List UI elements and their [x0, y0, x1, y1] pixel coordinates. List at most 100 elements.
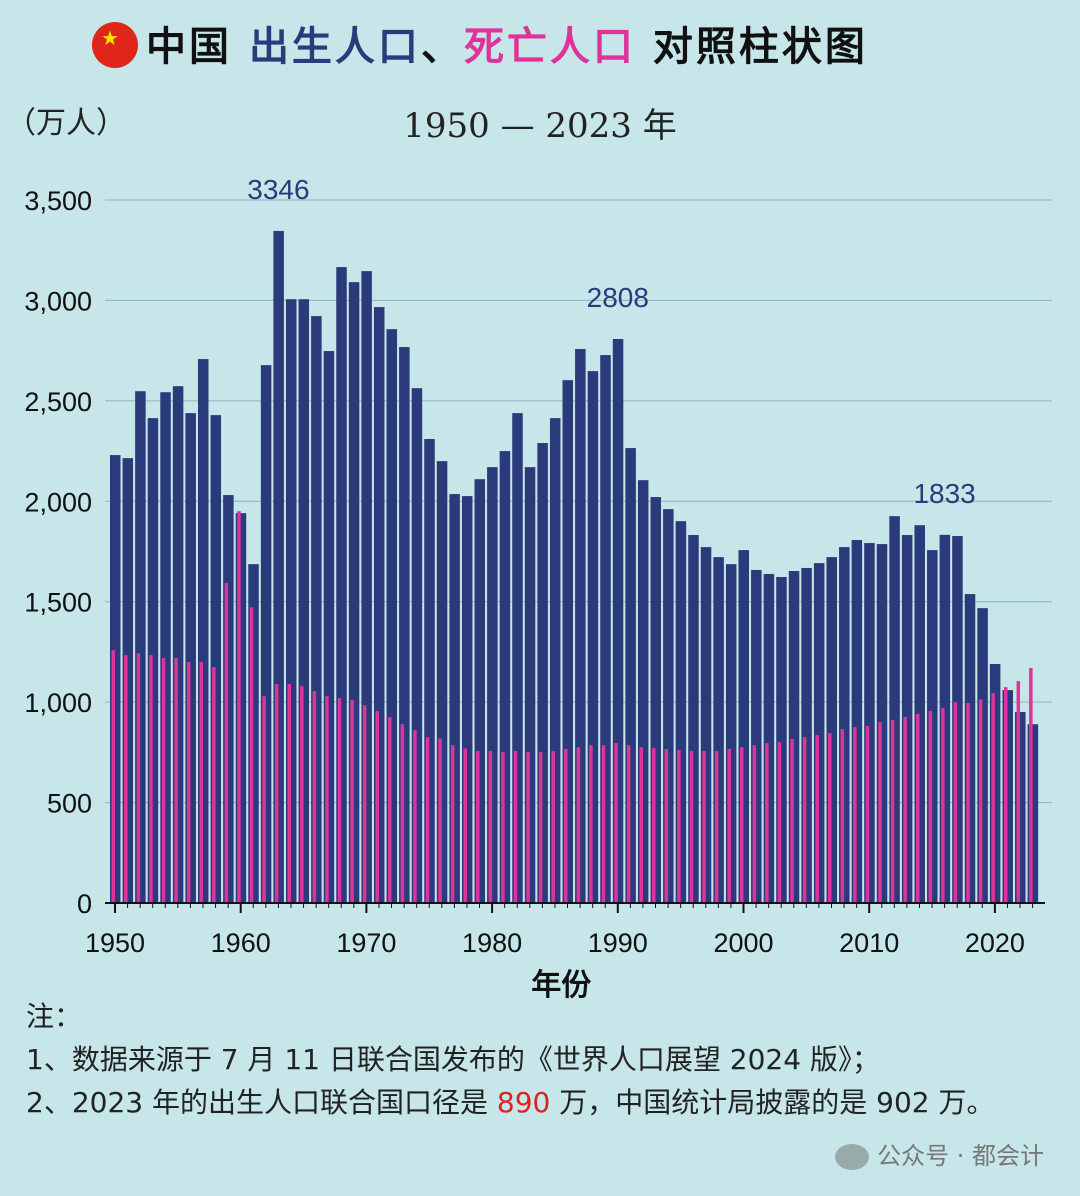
- birth-bar: [612, 338, 624, 903]
- death-bar: [488, 750, 493, 903]
- death-bar: [124, 655, 128, 903]
- death-bar: [815, 735, 819, 903]
- birth-bar: [399, 347, 410, 903]
- birth-bar: [549, 418, 561, 903]
- birth-bar: [625, 448, 636, 903]
- x-tick-label: 2000: [713, 928, 773, 958]
- death-bar: [300, 686, 304, 903]
- death-bar: [262, 696, 266, 903]
- birth-bar: [449, 494, 460, 903]
- death-bar: [777, 742, 782, 903]
- death-bar: [702, 750, 706, 903]
- birth-bar: [889, 516, 900, 903]
- y-tick-label: 3,500: [24, 186, 92, 216]
- y-tick-label: 1,000: [24, 688, 92, 718]
- death-bar: [1016, 681, 1021, 903]
- birth-bar: [713, 557, 724, 903]
- death-bar: [589, 745, 593, 903]
- title-part: 、: [420, 23, 464, 70]
- death-bar: [765, 743, 769, 903]
- birth-bar: [110, 455, 121, 903]
- watermark: 公众号 · 都会计: [835, 1136, 1044, 1171]
- birth-bar: [424, 439, 435, 903]
- y-tick-label: 2,000: [24, 487, 92, 517]
- death-bar: [865, 726, 870, 903]
- death-bar: [827, 733, 832, 903]
- birth-bar: [725, 564, 737, 903]
- birth-bar: [1027, 724, 1039, 903]
- birth-bar: [813, 563, 825, 903]
- china-flag-icon: ★: [92, 22, 138, 68]
- death-bar: [614, 743, 618, 903]
- death-bar: [526, 751, 530, 903]
- birth-bar: [851, 540, 863, 903]
- death-bar: [727, 748, 731, 903]
- birth-bar: [964, 594, 976, 903]
- death-bar: [388, 717, 392, 903]
- death-bar: [564, 748, 568, 903]
- death-bar: [362, 705, 367, 903]
- death-bar: [237, 511, 241, 903]
- birth-bar: [826, 557, 837, 903]
- death-bar: [790, 739, 794, 903]
- birth-bar: [927, 550, 938, 903]
- chart-title: 中国 出生人口、死亡人口 对照柱状图: [90, 14, 868, 72]
- death-bar: [740, 747, 744, 903]
- notes: 注： 1、数据来源于 7 月 11 日联合国发布的《世界人口展望 2024 版》…: [26, 995, 994, 1124]
- birth-bar: [575, 349, 586, 903]
- title-births: 出生人口: [248, 23, 421, 70]
- death-bar: [212, 666, 216, 903]
- birth-bar: [537, 443, 548, 903]
- death-bar: [915, 713, 920, 903]
- death-bar: [501, 751, 505, 903]
- birth-bar: [914, 525, 925, 903]
- birth-bar: [135, 391, 146, 903]
- note-2-value: 890: [496, 1086, 551, 1119]
- birth-bar: [210, 415, 222, 903]
- death-bar: [274, 684, 279, 903]
- death-bar: [991, 693, 995, 903]
- birth-bar: [524, 467, 536, 903]
- birth-bar: [487, 467, 498, 903]
- death-bar: [576, 747, 581, 903]
- x-tick-label: 1980: [462, 928, 522, 958]
- birth-bar: [185, 413, 196, 903]
- x-tick-label: 1960: [211, 928, 271, 958]
- birth-bar: [160, 392, 171, 903]
- death-bar: [186, 661, 191, 903]
- death-bar: [966, 702, 970, 903]
- death-bar: [249, 607, 254, 903]
- birth-bar: [738, 550, 749, 903]
- title-part: 对照柱状图: [635, 23, 868, 70]
- birth-bar: [147, 418, 159, 903]
- death-bar: [689, 750, 694, 903]
- death-bar: [136, 653, 141, 903]
- death-bar: [928, 710, 933, 903]
- birth-bar: [763, 573, 775, 903]
- birth-bar: [989, 663, 1001, 903]
- birth-bar: [650, 497, 662, 903]
- x-tick-label: 2010: [839, 928, 899, 958]
- death-bar: [199, 661, 203, 903]
- note-1: 1、数据来源于 7 月 11 日联合国发布的《世界人口展望 2024 版》；: [26, 1043, 880, 1076]
- birth-bar: [600, 355, 611, 903]
- death-bar: [639, 747, 643, 903]
- death-bar: [425, 737, 430, 903]
- birth-bar: [952, 536, 963, 903]
- death-bar: [1029, 667, 1033, 903]
- birth-bar: [474, 479, 486, 903]
- death-bar: [413, 730, 417, 903]
- death-bar: [513, 750, 518, 903]
- note-2-text: 2、2023 年的出生人口联合国口径是: [26, 1086, 497, 1119]
- birth-bar: [876, 544, 888, 903]
- data-label: 1833: [913, 478, 975, 509]
- x-tick-label: 1950: [85, 928, 145, 958]
- death-bar: [400, 724, 405, 903]
- wechat-icon: [835, 1144, 870, 1170]
- death-bar: [337, 698, 342, 903]
- chart-subtitle: 1950 — 2023 年: [403, 106, 677, 146]
- death-bar: [626, 745, 631, 903]
- birth-bar: [373, 307, 385, 903]
- death-bar: [287, 684, 291, 903]
- death-bar: [652, 748, 656, 903]
